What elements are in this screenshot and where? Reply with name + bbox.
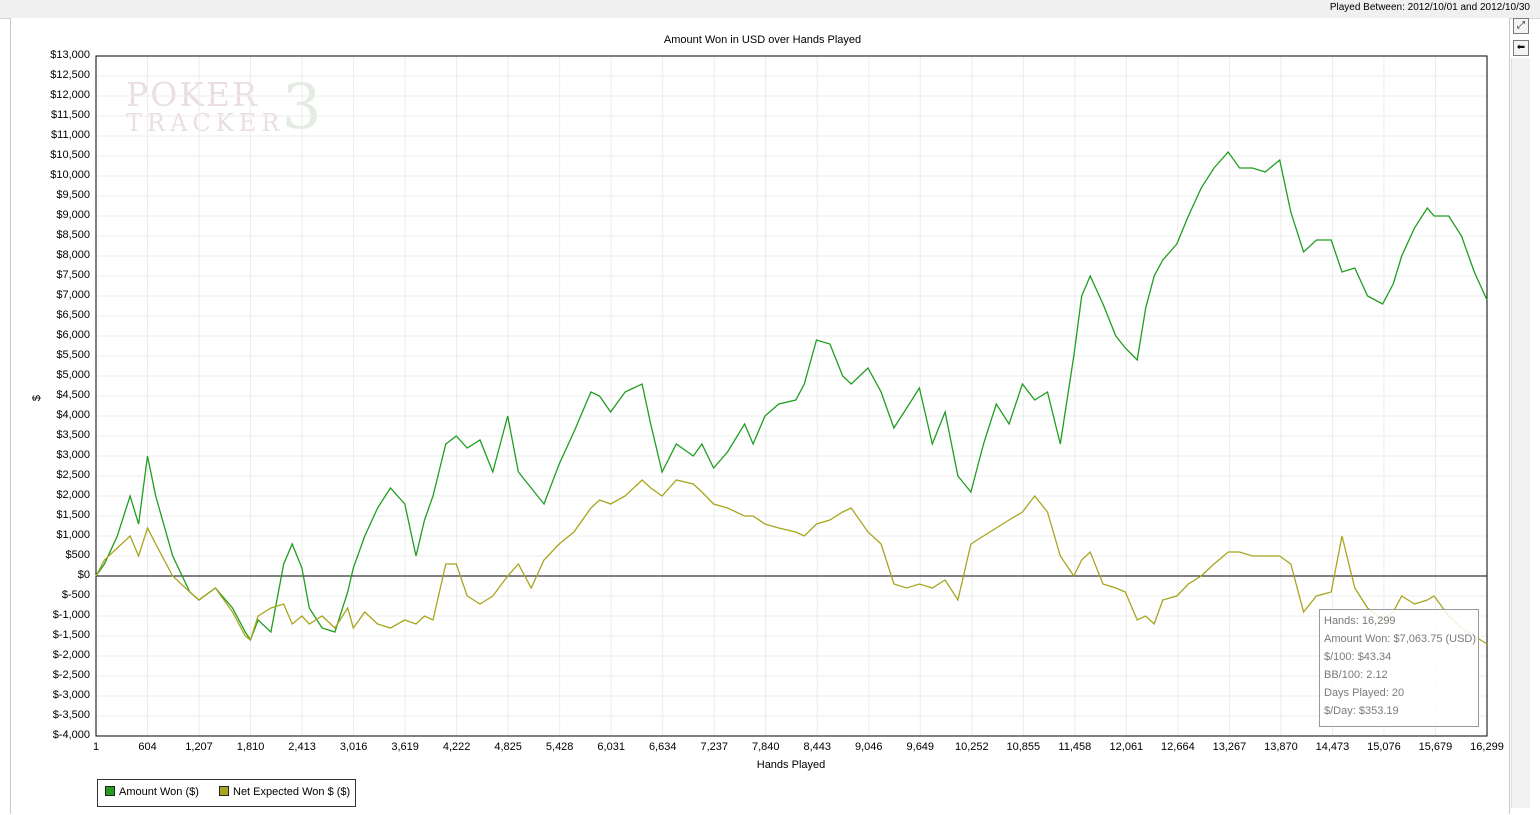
x-tick-label: 6,634	[648, 741, 677, 753]
y-tick-label: $1,000	[56, 529, 90, 541]
x-tick-label: 604	[138, 741, 157, 753]
x-tick-label: 13,267	[1212, 741, 1247, 753]
x-tick-label: 1,810	[236, 741, 265, 753]
x-tick-label: 6,031	[597, 741, 625, 753]
x-tick-label: 15,076	[1367, 741, 1401, 753]
y-tick-label: $5,000	[56, 369, 90, 381]
x-tick-label: 4,222	[442, 741, 471, 753]
x-tick-label: 15,679	[1418, 741, 1453, 753]
y-tick-label: $10,000	[50, 169, 90, 181]
x-tick-label: 9,649	[906, 741, 935, 753]
tooltip-per-day: $/Day: $353.19	[1324, 705, 1399, 717]
y-tick-label: $1,500	[56, 509, 90, 521]
x-tick-label: 7,237	[700, 741, 728, 753]
y-tick-label: $10,500	[50, 149, 90, 161]
plot-frame	[95, 55, 1488, 737]
y-tick-label: $2,500	[56, 469, 90, 481]
x-tick-label: 1	[92, 741, 100, 753]
y-tick-label: $9,000	[56, 209, 90, 221]
x-tick-label: 12,061	[1109, 741, 1144, 753]
x-tick-label: 7,840	[751, 741, 780, 753]
x-tick-label: 9,046	[855, 741, 883, 753]
y-tick-label: $3,500	[56, 429, 90, 441]
y-tick-label: $11,000	[51, 129, 90, 141]
tooltip-bb-100: BB/100: 2.12	[1324, 669, 1388, 681]
y-tick-label: $7,500	[56, 269, 90, 281]
series-line-amount-won	[95, 150, 1488, 642]
x-tick-label: 16,299	[1470, 741, 1504, 753]
y-tick-label: $-1,000	[52, 609, 90, 621]
x-tick-label: 2,413	[288, 741, 316, 753]
chart-title: Amount Won in USD over Hands Played	[663, 34, 862, 46]
y-tick-label: $13,000	[50, 49, 90, 61]
y-tick-label: $-4,000	[52, 729, 90, 741]
y-axis-label: $	[31, 394, 44, 402]
y-tick-label: $5,500	[56, 349, 90, 361]
x-tick-label: 14,473	[1315, 741, 1350, 753]
y-tick-label: $6,500	[56, 309, 90, 321]
x-tick-label: 12,664	[1161, 741, 1195, 753]
back-arrow-icon[interactable]: ⬅	[1513, 40, 1529, 56]
y-tick-label: $12,500	[50, 69, 90, 81]
x-tick-label: 10,855	[1006, 741, 1041, 753]
expand-icon[interactable]: ⤢	[1513, 18, 1529, 34]
series-line-net-expected	[95, 479, 1488, 645]
y-tick-label: $-2,000	[52, 649, 90, 661]
x-tick-label: 4,825	[494, 741, 522, 753]
stats-tooltip: Hands: 16,299 Amount Won: $7,063.75 (USD…	[1319, 609, 1479, 727]
x-axis-label: Hands Played	[756, 759, 826, 771]
y-tick-label: $500	[65, 549, 90, 561]
y-tick-label: $-1,500	[52, 629, 90, 641]
legend-label-amount-won: Amount Won ($)	[119, 786, 199, 798]
y-tick-label: $9,500	[56, 189, 90, 201]
legend-label-net-expected: Net Expected Won $ ($)	[233, 786, 351, 798]
y-tick-label: $6,000	[56, 329, 90, 341]
y-tick-label: $-3,000	[52, 689, 90, 701]
y-tick-label: $12,000	[50, 89, 90, 101]
legend-item-net-expected: Net Expected Won $ ($)	[219, 786, 350, 798]
y-tick-label: $8,000	[56, 249, 90, 261]
legend-swatch-amount-won	[105, 786, 115, 796]
x-tick-label: 13,870	[1264, 741, 1298, 753]
y-tick-label: $0	[77, 569, 90, 581]
x-tick-label: 1,207	[185, 741, 213, 753]
x-tick-label: 10,252	[954, 741, 989, 753]
x-tick-label: 3,619	[391, 741, 419, 753]
y-tick-label: $-500	[61, 589, 90, 601]
tooltip-days-played: Days Played: 20	[1324, 687, 1405, 699]
x-tick-label: 3,016	[339, 741, 368, 753]
legend-swatch-net-expected	[219, 786, 229, 796]
logo-line-2: TRACKER	[126, 109, 285, 137]
y-tick-label: $8,500	[56, 229, 90, 241]
x-tick-label: 5,428	[545, 741, 574, 753]
y-tick-label: $-2,500	[52, 669, 90, 681]
tooltip-hands: Hands: 16,299	[1324, 615, 1396, 627]
vertical-scrollbar[interactable]	[1511, 58, 1530, 808]
tooltip-amount-won: Amount Won: $7,063.75 (USD)	[1324, 633, 1477, 645]
y-tick-label: $4,000	[56, 409, 90, 421]
y-tick-label: $2,000	[56, 489, 90, 501]
y-tick-label: $11,500	[51, 109, 90, 121]
y-tick-label: $4,500	[56, 389, 90, 401]
x-tick-label: 11,458	[1058, 741, 1092, 753]
legend: Amount Won ($) Net Expected Won $ ($)	[97, 779, 356, 807]
tooltip-per-100: $/100: $43.34	[1324, 651, 1392, 663]
y-tick-label: $3,000	[56, 449, 90, 461]
y-tick-label: $7,000	[56, 289, 90, 301]
x-tick-label: 8,443	[803, 741, 832, 753]
legend-item-amount-won: Amount Won ($)	[105, 786, 199, 798]
y-tick-label: $-3,500	[52, 709, 90, 721]
date-range-label: Played Between: 2012/10/01 and 2012/10/3…	[1329, 2, 1530, 13]
